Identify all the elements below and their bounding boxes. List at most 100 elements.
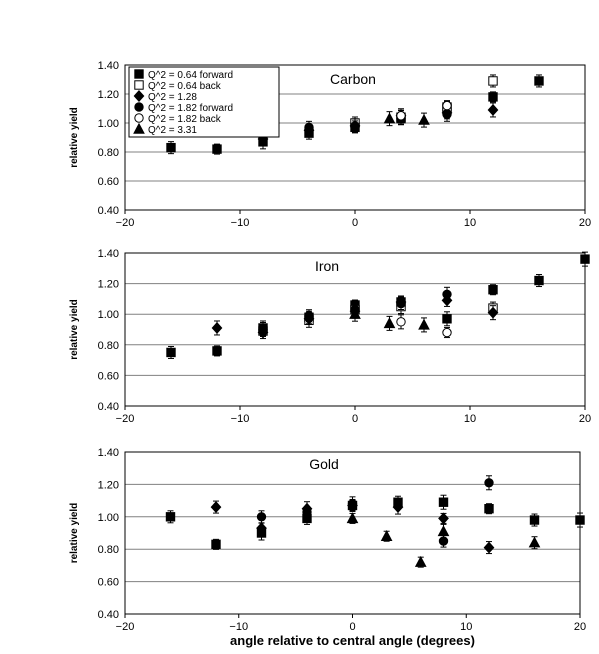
x-tick-label: 0 <box>352 413 358 425</box>
legend-marker <box>133 90 145 102</box>
x-tick-label: −20 <box>116 621 135 633</box>
legend-label: Q^2 = 1.82 forward <box>148 103 233 114</box>
data-point <box>528 536 541 548</box>
data-point <box>304 311 314 321</box>
y-tick-label: 0.60 <box>98 176 119 188</box>
plot-frame <box>124 451 581 615</box>
data-point <box>380 529 393 541</box>
legend-label: Q^2 = 1.82 back <box>148 114 222 125</box>
data-point <box>488 92 498 102</box>
y-tick-label: 0.80 <box>98 340 119 352</box>
x-tick-label: 10 <box>464 413 476 425</box>
series-filled-triangle <box>346 512 541 568</box>
x-tick-label: −20 <box>116 217 135 229</box>
y-tick-label: 0.80 <box>98 147 119 159</box>
iron-panel: 0.40 0.60 0.80 1.00 1.20 1.40 −20 −10 0 10 20 relat… <box>69 248 591 425</box>
data-point <box>256 522 267 535</box>
data-point <box>165 512 176 522</box>
y-tick-label: 1.20 <box>98 89 119 101</box>
chart-title: Iron <box>315 258 339 274</box>
data-point <box>487 306 499 319</box>
x-tick-label: 20 <box>579 217 591 229</box>
y-axis-label: relative yield <box>69 503 80 564</box>
data-point <box>483 541 495 554</box>
data-point <box>346 512 359 524</box>
data-point <box>304 122 314 133</box>
data-point <box>383 317 396 329</box>
gold-panel: 0.40 0.60 0.80 1.00 1.20 1.40 −20 −10 0 10 20 relat… <box>69 447 586 648</box>
y-tick-label: 0.60 <box>98 370 119 382</box>
y-tick-label: 1.20 <box>98 279 119 291</box>
data-point <box>418 113 430 125</box>
data-point <box>442 327 452 338</box>
legend-marker <box>134 69 144 79</box>
series-filled-triangle <box>349 306 430 333</box>
data-point <box>529 515 540 525</box>
data-point <box>487 104 499 116</box>
data-point <box>575 515 585 525</box>
y-tick-label: 1.40 <box>98 447 119 459</box>
carbon-panel: 0.40 0.60 0.80 1.00 1.20 1.40 −20 −10 0 10 20 relat… <box>69 60 591 229</box>
data-point <box>211 539 221 550</box>
legend-marker <box>134 102 144 112</box>
data-point <box>484 504 494 514</box>
data-point <box>414 555 427 567</box>
chart-title: Carbon <box>330 71 376 87</box>
y-tick-label: 0.80 <box>98 544 119 556</box>
data-point <box>442 109 452 120</box>
data-point <box>349 307 361 319</box>
x-tick-label: 0 <box>349 621 355 633</box>
y-tick-label: 1.40 <box>98 60 119 72</box>
data-point <box>166 347 176 358</box>
x-tick-label: 0 <box>352 217 358 229</box>
y-tick-label: 0.40 <box>98 205 119 217</box>
y-tick-label: 1.00 <box>98 309 119 321</box>
x-tick-label: 20 <box>574 621 586 633</box>
y-tick-label: 0.40 <box>98 401 119 413</box>
data-point <box>437 525 450 537</box>
legend-marker <box>134 80 144 90</box>
series-filled-square <box>165 494 585 550</box>
data-point <box>484 478 494 488</box>
legend-box <box>128 66 280 138</box>
data-point <box>438 497 449 507</box>
y-tick-label: 1.40 <box>98 248 119 260</box>
data-point <box>396 298 406 309</box>
data-point <box>210 501 222 514</box>
data-point <box>580 254 590 264</box>
data-point <box>534 275 544 286</box>
legend-label: Q^2 = 3.31 <box>148 125 197 136</box>
legend-marker <box>133 122 145 134</box>
x-tick-label: −10 <box>229 621 248 633</box>
data-point <box>302 507 312 517</box>
data-point <box>534 76 544 86</box>
y-tick-label: 1.00 <box>98 118 119 130</box>
data-point <box>256 512 267 522</box>
series-open-circle <box>396 314 452 339</box>
y-tick-label: 1.00 <box>98 512 119 524</box>
data-point <box>347 499 358 509</box>
y-tick-label: 1.20 <box>98 479 119 491</box>
legend-label: Q^2 = 0.64 forward <box>148 70 233 81</box>
data-point <box>442 100 452 111</box>
x-tick-label: 10 <box>460 621 472 633</box>
data-point <box>211 322 223 334</box>
data-point <box>212 346 222 356</box>
x-tick-label: −20 <box>116 413 135 425</box>
data-point <box>392 501 404 514</box>
data-point <box>442 314 452 324</box>
data-point <box>258 324 268 335</box>
legend-marker <box>134 113 144 123</box>
data-point <box>418 318 430 330</box>
series-open-circle <box>396 100 452 124</box>
data-point <box>212 144 222 154</box>
data-point <box>396 111 406 121</box>
data-point <box>383 112 396 124</box>
x-tick-label: 10 <box>464 217 476 229</box>
legend-label: Q^2 = 0.64 back <box>148 81 222 92</box>
x-tick-label: −10 <box>231 413 250 425</box>
y-tick-label: 0.60 <box>98 577 119 589</box>
data-point <box>488 285 498 295</box>
